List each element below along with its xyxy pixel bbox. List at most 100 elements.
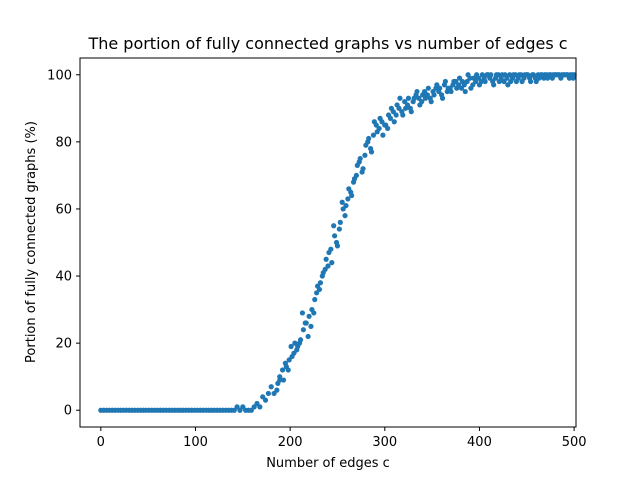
data-point (336, 226, 342, 232)
data-point (323, 256, 329, 262)
data-point (374, 129, 380, 135)
data-point (451, 78, 457, 85)
data-point (345, 196, 351, 202)
data-point (317, 280, 324, 286)
data-point (297, 337, 304, 343)
data-point (360, 166, 366, 172)
x-axis-label: Number of edges c (266, 456, 390, 471)
data-point (280, 377, 287, 383)
data-point (363, 142, 369, 148)
data-point (309, 306, 315, 313)
data-point (299, 310, 306, 316)
data-point (482, 78, 488, 85)
data-point (288, 343, 294, 350)
data-point (295, 343, 301, 350)
y-tick-label: 100 (47, 68, 72, 83)
data-point (265, 390, 271, 397)
data-point (334, 243, 341, 249)
data-point (454, 85, 460, 91)
x-tick-label: 400 (467, 435, 492, 450)
data-point (496, 78, 502, 85)
data-point (513, 78, 519, 85)
x-tick-label: 500 (562, 435, 587, 450)
plot-area (80, 58, 576, 427)
data-point (439, 95, 446, 101)
data-point (516, 72, 522, 78)
data-point (570, 75, 576, 81)
data-point (339, 199, 345, 205)
data-point (385, 112, 392, 118)
data-point (388, 105, 395, 111)
data-point (283, 364, 289, 370)
data-point (277, 377, 283, 383)
x-tick-label: 0 (97, 435, 105, 450)
data-point (268, 384, 274, 390)
data-point (342, 213, 348, 219)
data-point (303, 320, 309, 326)
chart-title: The portion of fully connected graphs vs… (87, 34, 567, 53)
data-point (300, 327, 306, 333)
data-point (488, 72, 494, 78)
data-point (308, 323, 314, 329)
data-point (476, 82, 483, 88)
data-point (508, 78, 514, 85)
data-point (305, 333, 311, 340)
data-point (448, 88, 454, 95)
data-point (411, 95, 417, 101)
x-axis-ticks: 0 100 200 300 400 500 (97, 427, 587, 450)
plot-frame (79, 57, 577, 428)
data-point (362, 152, 368, 158)
data-point (422, 95, 429, 101)
data-point (325, 263, 331, 269)
y-axis-label: Portion of fully connected graphs (%) (24, 121, 39, 363)
x-tick-label: 300 (372, 435, 397, 450)
data-point (437, 85, 443, 91)
data-point (306, 313, 312, 319)
data-point (403, 105, 409, 111)
data-point (530, 72, 537, 78)
data-point (326, 249, 332, 256)
x-tick-label: 200 (278, 435, 303, 450)
data-point (391, 119, 397, 125)
data-point (462, 88, 468, 95)
data-points (98, 72, 577, 413)
data-point (491, 82, 497, 88)
data-point (337, 219, 343, 225)
y-tick-label: 80 (55, 135, 72, 150)
data-point (431, 92, 437, 98)
data-point (393, 112, 399, 118)
data-point (377, 115, 383, 121)
data-point (394, 102, 400, 108)
data-point (502, 72, 508, 78)
data-point (332, 233, 338, 239)
data-point (519, 78, 525, 85)
data-point (370, 132, 377, 138)
data-point (357, 156, 363, 162)
data-point (525, 72, 531, 78)
data-point (354, 162, 360, 168)
data-point (417, 102, 423, 108)
y-tick-label: 60 (55, 202, 72, 217)
data-point (257, 404, 263, 410)
data-point (474, 72, 480, 78)
data-point (400, 112, 406, 118)
data-point (343, 203, 349, 209)
data-point (425, 85, 431, 91)
data-point (349, 192, 355, 199)
y-tick-label: 20 (55, 337, 72, 352)
data-point (320, 270, 326, 276)
data-point (510, 72, 517, 78)
data-point (380, 132, 386, 138)
data-point (493, 72, 500, 78)
data-point (408, 109, 414, 115)
data-point (351, 176, 358, 182)
data-point (346, 186, 352, 192)
data-point (465, 72, 471, 78)
data-point (405, 95, 412, 101)
data-point (397, 95, 403, 101)
y-tick-label: 0 (64, 404, 72, 419)
data-point (414, 88, 420, 95)
data-point (279, 367, 286, 373)
data-point (289, 353, 295, 360)
